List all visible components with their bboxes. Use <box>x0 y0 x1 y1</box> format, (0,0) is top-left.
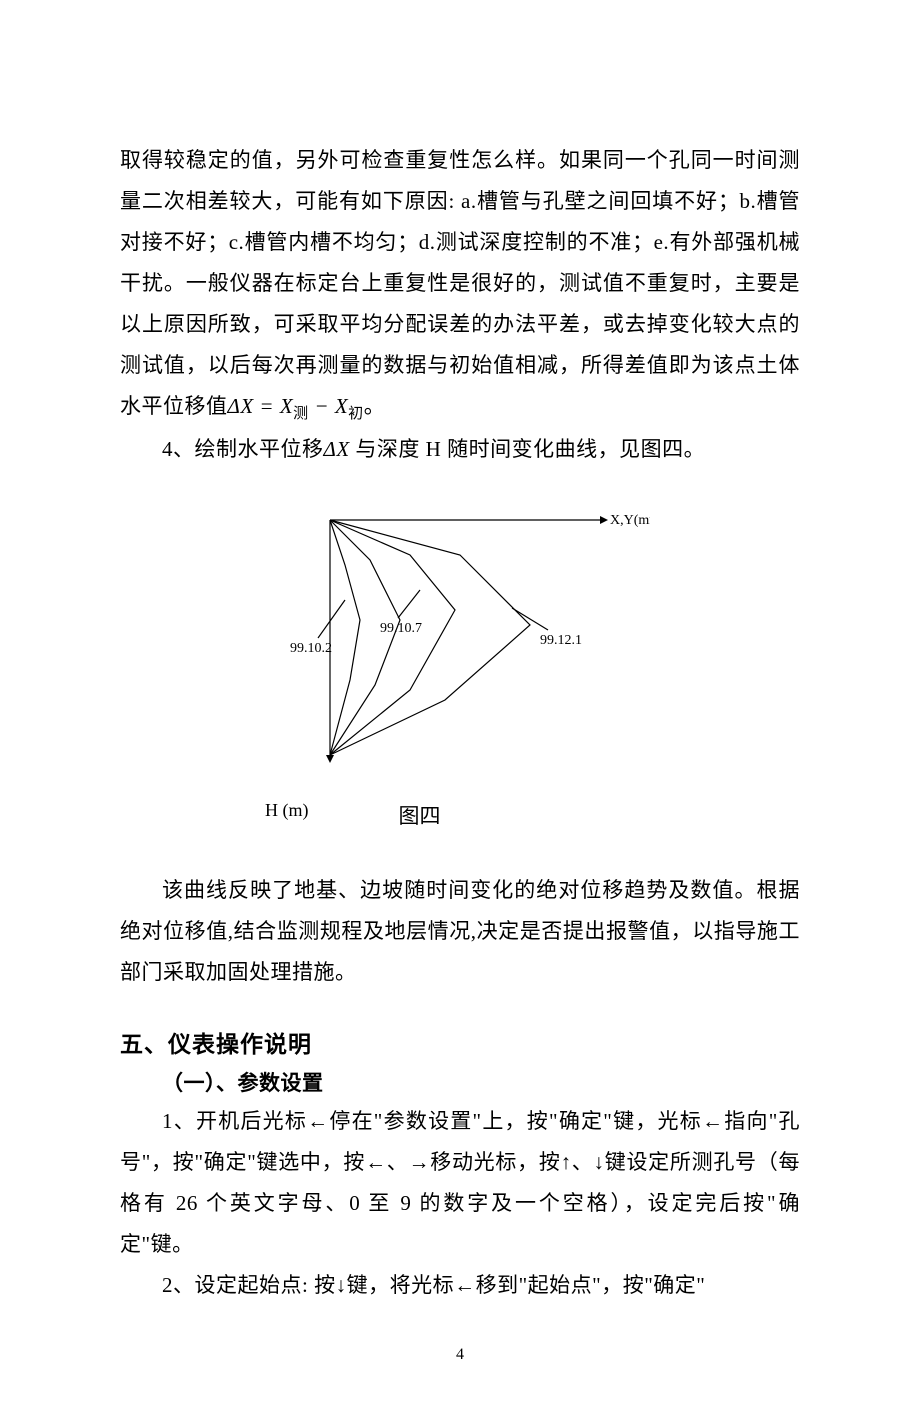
figure-4-diagram: X,Y(mm) 99.10.2 99.10.7 99.12.1 <box>120 500 800 780</box>
svg-text:99.10.7: 99.10.7 <box>380 621 422 636</box>
svg-text:X,Y(mm): X,Y(mm) <box>610 513 650 528</box>
formula-inline: ΔX = X测 − X初 <box>228 394 364 418</box>
svg-text:99.10.2: 99.10.2 <box>290 641 332 656</box>
delta-x-symbol: ΔX <box>324 437 350 461</box>
body-paragraph-5: 2、设定起始点: 按↓键，将光标←移到"起始点"，按"确定" <box>120 1265 800 1306</box>
svg-text:99.12.1: 99.12.1 <box>540 633 582 648</box>
section-5-title: 五、仪表操作说明 <box>120 1025 800 1059</box>
body-paragraph-3: 该曲线反映了地基、边坡随时间变化的绝对位移趋势及数值。根据绝对位移值,结合监测规… <box>120 870 800 993</box>
figure-labels-row: H (m) 图四 <box>120 800 800 830</box>
subsection-1-title: （一）、参数设置 <box>120 1067 800 1097</box>
p1-text: 取得较稳定的值，另外可检查重复性怎么样。如果同一个孔同一时间测量二次相差较大，可… <box>120 148 800 418</box>
body-paragraph-4: 1、开机后光标←停在"参数设置"上，按"确定"键，光标←指向"孔号"，按"确定"… <box>120 1101 800 1265</box>
figure-caption: 图四 <box>399 800 441 830</box>
page-number: 4 <box>120 1346 800 1364</box>
body-paragraph-2: 4、绘制水平位移ΔX 与深度 H 随时间变化曲线，见图四。 <box>120 429 800 470</box>
y-axis-label: H (m) <box>265 800 309 830</box>
displacement-depth-chart: X,Y(mm) 99.10.2 99.10.7 99.12.1 <box>270 500 650 780</box>
body-paragraph-1: 取得较稳定的值，另外可检查重复性怎么样。如果同一个孔同一时间测量二次相差较大，可… <box>120 140 800 429</box>
